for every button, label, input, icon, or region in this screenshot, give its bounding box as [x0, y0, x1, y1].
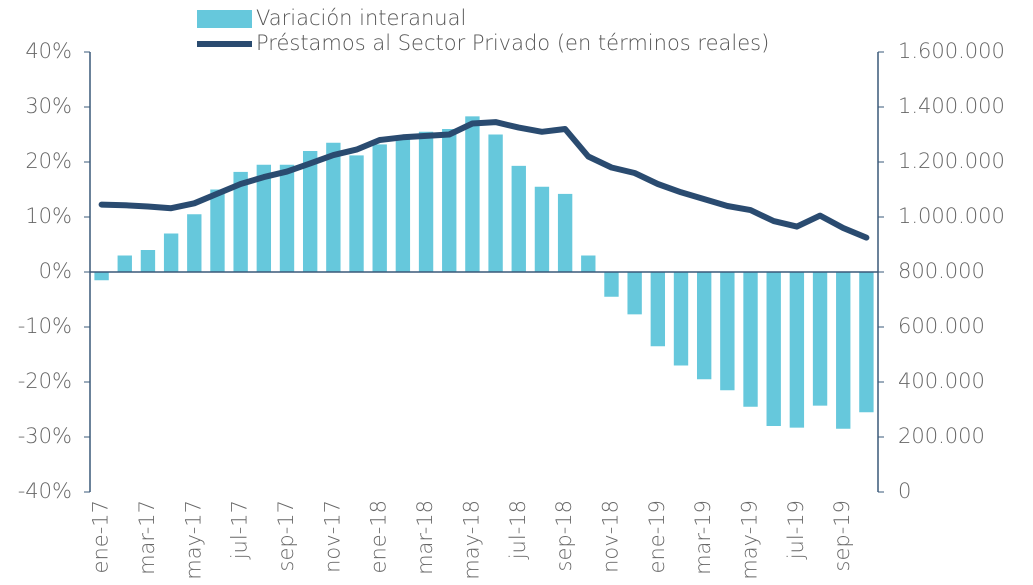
- bar: [534, 186, 550, 272]
- y-tick-label: 30%: [25, 94, 72, 118]
- bar: [743, 272, 758, 407]
- line: [98, 119, 870, 241]
- bar: [279, 164, 295, 272]
- bar: [627, 272, 642, 315]
- x-tick-label: sep-17: [274, 500, 298, 572]
- bar: [302, 151, 318, 272]
- x-tick-label: ene-17: [89, 500, 113, 573]
- y-tick-label: -30%: [18, 424, 72, 448]
- bar: [418, 131, 434, 272]
- bar: [604, 272, 619, 297]
- x-tick-label: may-19: [738, 500, 762, 580]
- bar: [720, 272, 735, 391]
- bar: [581, 255, 596, 272]
- x-tick-label: sep-18: [552, 500, 576, 572]
- bar: [187, 214, 202, 272]
- bar: [372, 144, 387, 272]
- y-tick-label: 0%: [39, 259, 72, 283]
- y2-tick-label: 400.000: [898, 369, 985, 393]
- x-tick-label: mar-18: [413, 500, 437, 575]
- bar: [117, 255, 132, 272]
- bar: [557, 193, 573, 272]
- bar: [140, 250, 156, 272]
- bar: [94, 272, 109, 281]
- x-tick-label: may-17: [181, 500, 205, 580]
- bar: [465, 116, 480, 272]
- x-tick-label: sep-19: [830, 500, 854, 572]
- bar: [650, 272, 666, 347]
- y2-tick-label: 200.000: [898, 424, 985, 448]
- y-tick-label: -40%: [18, 479, 72, 503]
- x-tick-label: may-18: [459, 500, 483, 580]
- y2-tick-label: 1.200.000: [898, 149, 1005, 173]
- bar: [256, 164, 272, 272]
- y2-tick-label: 1.000.000: [898, 204, 1005, 228]
- y2-tick-label: 1.400.000: [898, 94, 1005, 118]
- y-tick-label: 40%: [25, 39, 72, 63]
- bar: [395, 137, 411, 272]
- bar: [789, 272, 805, 428]
- y2-tick-label: 600.000: [898, 314, 985, 338]
- bar: [511, 165, 526, 272]
- legend-label: Variación interanual: [256, 6, 466, 30]
- x-tick-label: jul-18: [506, 500, 530, 560]
- bar: [488, 134, 503, 272]
- bar: [442, 129, 457, 272]
- y-tick-label: 10%: [25, 204, 72, 228]
- bar: [859, 272, 874, 413]
- bar: [766, 272, 781, 426]
- bar: [673, 272, 689, 366]
- bar: [696, 272, 712, 380]
- y-tick-label: 20%: [25, 149, 72, 173]
- y2-tick-label: 1.600.000: [898, 39, 1005, 63]
- bar: [210, 189, 225, 272]
- bar: [163, 233, 179, 272]
- bar: [812, 272, 828, 406]
- bar: [349, 155, 364, 272]
- bar: [233, 171, 248, 272]
- legend-label: Préstamos al Sector Privado (en términos…: [256, 31, 769, 55]
- y2-tick-label: 0: [898, 479, 911, 503]
- x-tick-label: nov-17: [320, 500, 344, 573]
- legend-swatch: [197, 10, 252, 28]
- x-tick-label: mar-17: [135, 500, 159, 575]
- x-tick-label: nov-18: [598, 500, 622, 573]
- y-tick-label: -10%: [18, 314, 72, 338]
- x-tick-label: jul-19: [784, 500, 808, 560]
- x-tick-label: ene-18: [367, 500, 391, 573]
- bar: [836, 272, 851, 429]
- y2-tick-label: 800.000: [898, 259, 985, 283]
- bar: [326, 142, 341, 272]
- x-tick-label: ene-19: [645, 500, 669, 573]
- x-tick-label: jul-17: [228, 500, 252, 560]
- x-tick-label: mar-19: [691, 500, 715, 575]
- y-tick-label: -20%: [18, 369, 72, 393]
